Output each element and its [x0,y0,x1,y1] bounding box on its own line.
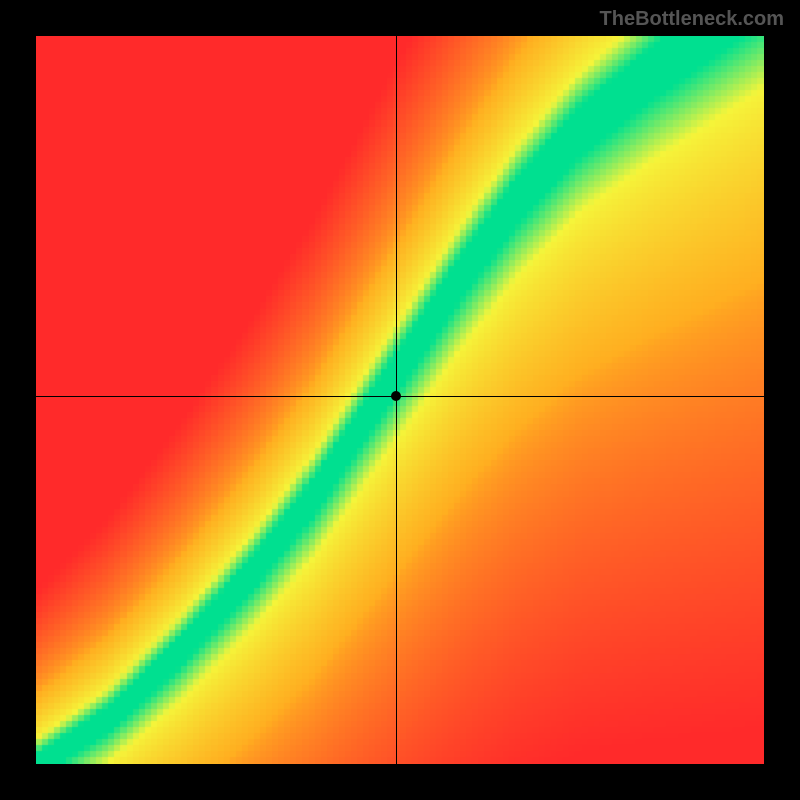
watermark-text: TheBottleneck.com [600,8,784,31]
heatmap-canvas [36,36,764,764]
heatmap-plot [36,36,764,764]
crosshair-marker [391,391,401,401]
